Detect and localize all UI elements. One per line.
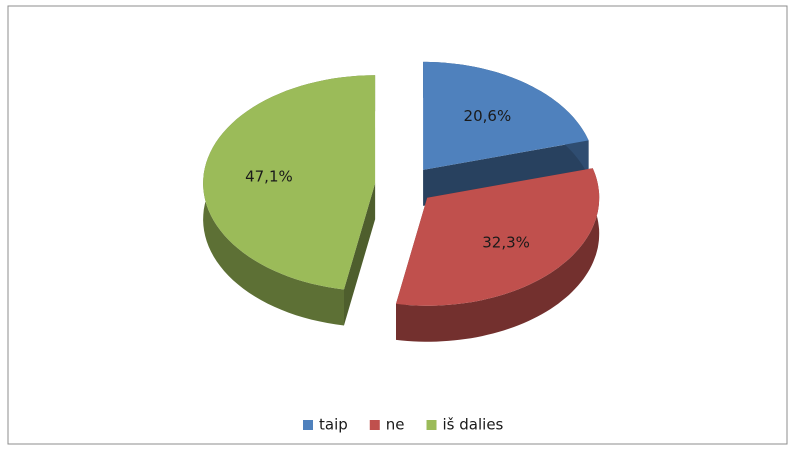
slice-top: [203, 75, 376, 290]
legend-swatch: [369, 420, 380, 430]
slice-top: [423, 61, 589, 170]
slice-top: [396, 168, 600, 306]
slice-wall: [423, 140, 589, 206]
slice: [423, 61, 589, 206]
slice-wall: [343, 183, 376, 326]
slice: [396, 168, 600, 342]
slice-side: [396, 168, 600, 342]
legend-label: iš dalies: [443, 416, 504, 434]
legend-label: taip: [319, 416, 348, 434]
data-label: 47,1%: [245, 168, 293, 186]
data-label: 32,3%: [482, 233, 530, 251]
data-label: 20,6%: [464, 107, 512, 125]
slice: [203, 75, 376, 326]
legend-label: ne: [386, 416, 405, 434]
legend-swatch: [426, 420, 437, 430]
legend-swatch: [303, 420, 313, 430]
chart-frame: [7, 5, 788, 445]
